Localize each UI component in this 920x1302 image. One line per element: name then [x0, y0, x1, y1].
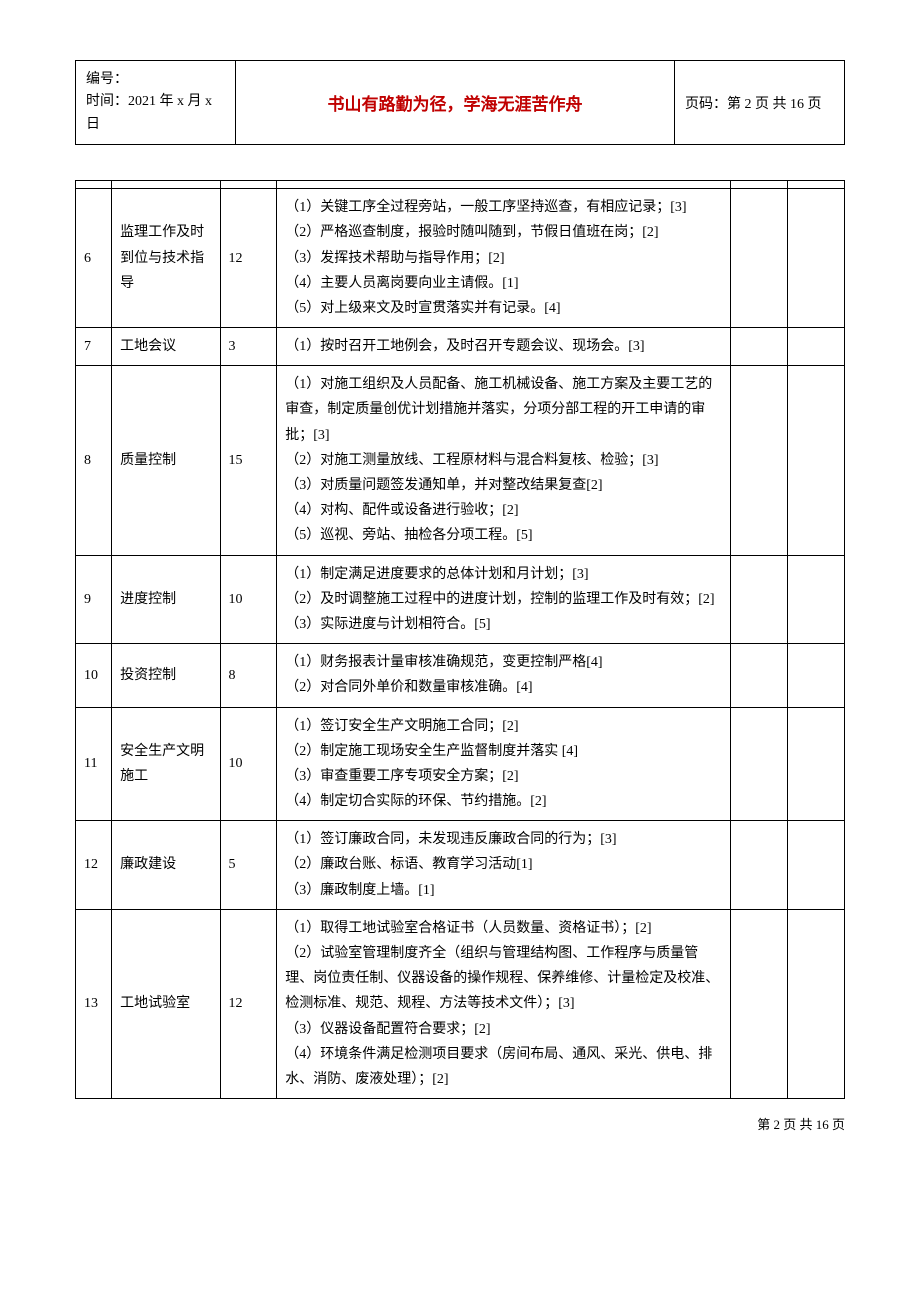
row-score: 8: [220, 644, 277, 707]
row-id: 7: [76, 328, 112, 366]
header-table: 编号： 时间：2021 年 x 月 x 日 书山有路勤为径，学海无涯苦作舟 页码…: [75, 60, 845, 145]
table-row: 9进度控制10（1）制定满足进度要求的总体计划和月计划；[3] （2）及时调整施…: [76, 555, 845, 644]
table-row: 6监理工作及时到位与技术指导12（1）关键工序全过程旁站，一般工序坚持巡查，有相…: [76, 189, 845, 328]
header-page-label: 页码：第 2 页 共 16 页: [675, 61, 845, 145]
row-name: 监理工作及时到位与技术指导: [112, 189, 220, 328]
row-blank1: [731, 644, 788, 707]
row-blank2: [788, 189, 845, 328]
row-content: （1）关键工序全过程旁站，一般工序坚持巡查，有相应记录；[3] （2）严格巡查制…: [277, 189, 731, 328]
row-score: 10: [220, 555, 277, 644]
spacer-row: [76, 181, 845, 189]
row-content: （1）财务报表计量审核准确规范，变更控制严格[4] （2）对合同外单价和数量审核…: [277, 644, 731, 707]
main-table: 6监理工作及时到位与技术指导12（1）关键工序全过程旁站，一般工序坚持巡查，有相…: [75, 180, 845, 1099]
row-blank2: [788, 555, 845, 644]
row-name: 安全生产文明施工: [112, 707, 220, 821]
row-content: （1）签订廉政合同，未发现违反廉政合同的行为；[3] （2）廉政台账、标语、教育…: [277, 821, 731, 910]
row-blank2: [788, 707, 845, 821]
row-content: （1）取得工地试验室合格证书（人员数量、资格证书）；[2] （2）试验室管理制度…: [277, 909, 731, 1098]
row-id: 11: [76, 707, 112, 821]
row-id: 12: [76, 821, 112, 910]
row-name: 进度控制: [112, 555, 220, 644]
table-row: 7工地会议3（1）按时召开工地例会，及时召开专题会议、现场会。[3]: [76, 328, 845, 366]
row-score: 12: [220, 909, 277, 1098]
row-score: 3: [220, 328, 277, 366]
row-blank1: [731, 366, 788, 555]
row-id: 10: [76, 644, 112, 707]
row-id: 6: [76, 189, 112, 328]
row-blank2: [788, 366, 845, 555]
row-blank1: [731, 821, 788, 910]
row-id: 9: [76, 555, 112, 644]
header-motto: 书山有路勤为径，学海无涯苦作舟: [236, 61, 675, 145]
table-row: 8质量控制15（1）对施工组织及人员配备、施工机械设备、施工方案及主要工艺的审查…: [76, 366, 845, 555]
row-blank2: [788, 328, 845, 366]
row-name: 廉政建设: [112, 821, 220, 910]
row-content: （1）对施工组织及人员配备、施工机械设备、施工方案及主要工艺的审查，制定质量创优…: [277, 366, 731, 555]
row-name: 质量控制: [112, 366, 220, 555]
row-score: 10: [220, 707, 277, 821]
row-blank1: [731, 555, 788, 644]
row-name: 工地试验室: [112, 909, 220, 1098]
row-content: （1）签订安全生产文明施工合同；[2] （2）制定施工现场安全生产监督制度并落实…: [277, 707, 731, 821]
table-row: 11安全生产文明施工10（1）签订安全生产文明施工合同；[2] （2）制定施工现…: [76, 707, 845, 821]
row-blank2: [788, 909, 845, 1098]
row-blank1: [731, 189, 788, 328]
row-blank1: [731, 707, 788, 821]
row-blank1: [731, 328, 788, 366]
footer-page: 第 2 页 共 16 页: [75, 1114, 845, 1133]
row-id: 8: [76, 366, 112, 555]
table-row: 10投资控制8（1）财务报表计量审核准确规范，变更控制严格[4] （2）对合同外…: [76, 644, 845, 707]
time-label: 时间：2021 年 x 月 x 日: [86, 91, 225, 136]
row-blank1: [731, 909, 788, 1098]
row-id: 13: [76, 909, 112, 1098]
number-label: 编号：: [86, 69, 225, 91]
table-row: 12廉政建设5（1）签订廉政合同，未发现违反廉政合同的行为；[3] （2）廉政台…: [76, 821, 845, 910]
row-blank2: [788, 821, 845, 910]
row-name: 工地会议: [112, 328, 220, 366]
row-blank2: [788, 644, 845, 707]
row-name: 投资控制: [112, 644, 220, 707]
row-score: 15: [220, 366, 277, 555]
row-content: （1）制定满足进度要求的总体计划和月计划；[3] （2）及时调整施工过程中的进度…: [277, 555, 731, 644]
table-row: 13工地试验室12（1）取得工地试验室合格证书（人员数量、资格证书）；[2] （…: [76, 909, 845, 1098]
row-score: 12: [220, 189, 277, 328]
row-content: （1）按时召开工地例会，及时召开专题会议、现场会。[3]: [277, 328, 731, 366]
row-score: 5: [220, 821, 277, 910]
header-left-cell: 编号： 时间：2021 年 x 月 x 日: [76, 61, 236, 145]
